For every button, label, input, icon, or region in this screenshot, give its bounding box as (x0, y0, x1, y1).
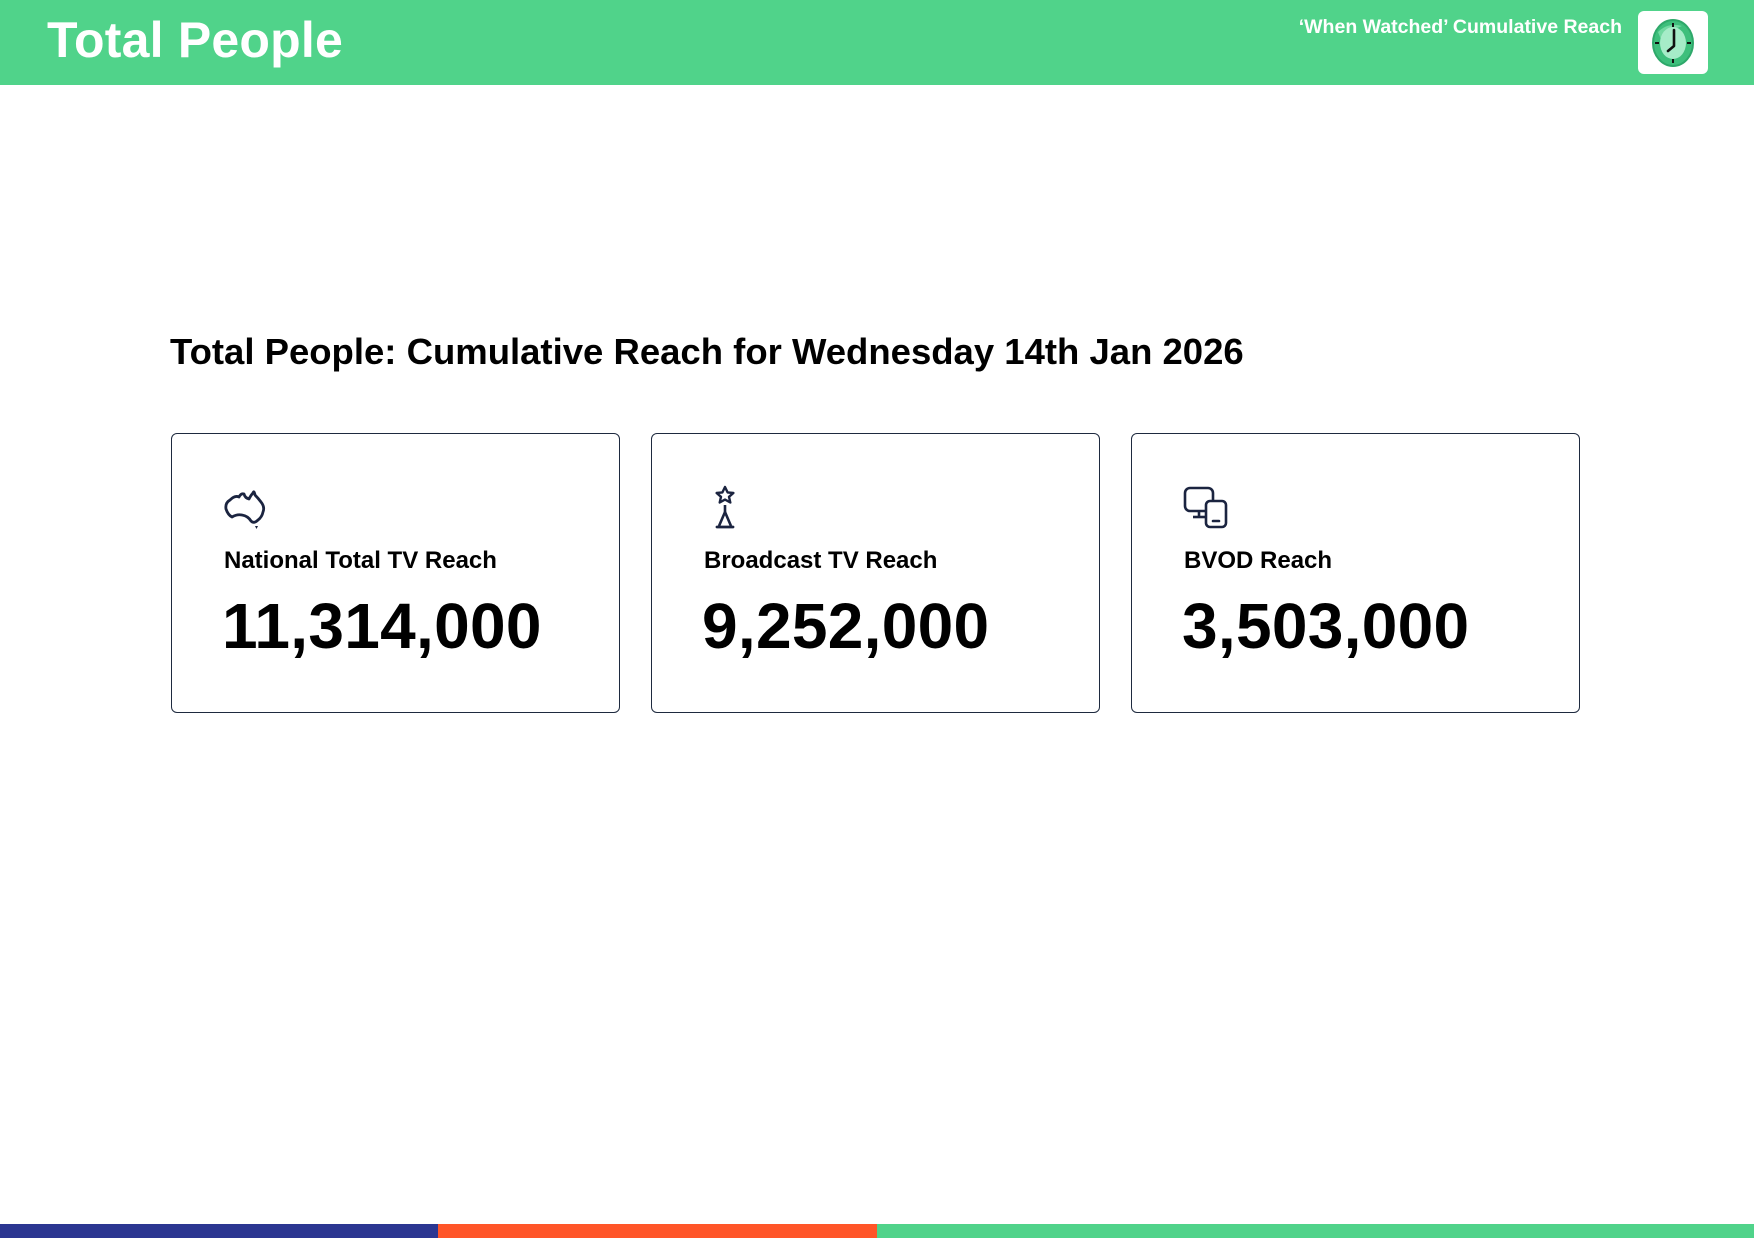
card-bvod-reach: BVOD Reach 3,503,000 (1131, 433, 1580, 713)
metric-value: 11,314,000 (222, 590, 542, 662)
metric-value: 9,252,000 (702, 590, 990, 662)
footer-bar-blue (0, 1224, 438, 1238)
card-national-total-tv-reach: National Total TV Reach 11,314,000 (171, 433, 620, 713)
header-bar: Total People ‘When Watched’ Cumulative R… (0, 0, 1754, 85)
australia-map-icon (224, 490, 266, 529)
clock-icon (1652, 18, 1694, 67)
metric-label: BVOD Reach (1184, 547, 1333, 574)
multi-device-icon (1183, 486, 1228, 529)
report-headline: Total People: Cumulative Reach for Wedne… (170, 331, 1244, 372)
card-broadcast-tv-reach: Broadcast TV Reach 9,252,000 (651, 433, 1100, 713)
footer-bar-orange (438, 1224, 877, 1238)
metric-value: 3,503,000 (1182, 590, 1470, 662)
report-subtitle: ‘When Watched’ Cumulative Reach (1298, 16, 1622, 38)
metric-label: National Total TV Reach (224, 547, 497, 574)
metric-label: Broadcast TV Reach (704, 547, 938, 574)
footer-bar-green (877, 1224, 1754, 1238)
clock-badge (1638, 11, 1708, 74)
broadcast-tower-icon (715, 485, 735, 529)
page-title: Total People (47, 12, 343, 68)
